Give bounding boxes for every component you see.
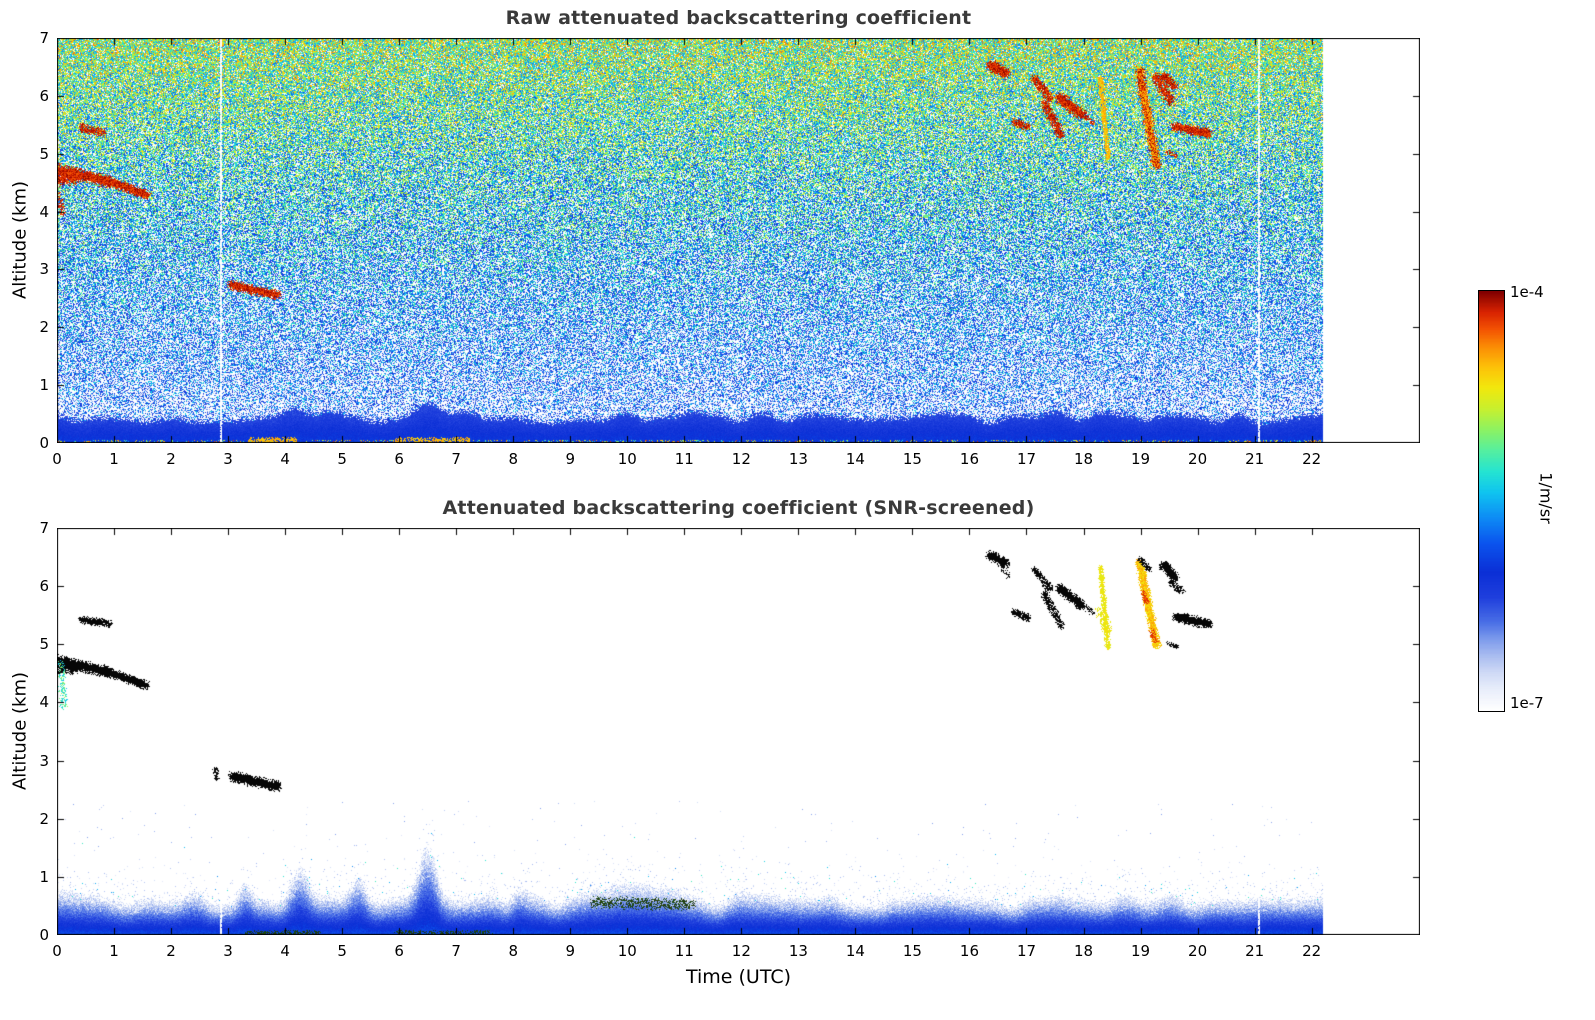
x-tick-label: 7	[451, 942, 461, 960]
x-tick-label: 19	[1131, 450, 1151, 468]
screened-panel-title: Attenuated backscattering coefficient (S…	[442, 497, 1035, 519]
x-tick-label: 8	[508, 942, 518, 960]
x-tick-label: 21	[1245, 942, 1265, 960]
x-tick-label: 16	[959, 450, 979, 468]
y-tick-label: 0	[39, 434, 49, 452]
x-tick-label: 22	[1302, 450, 1322, 468]
x-tick-label: 14	[845, 450, 865, 468]
y-tick-label: 6	[39, 86, 49, 105]
x-axis-label: Time (UTC)	[685, 966, 792, 988]
y-tick-label: 2	[39, 318, 49, 337]
y-tick-label: 4	[39, 693, 49, 712]
x-tick-label: 11	[674, 942, 694, 960]
x-tick-label: 5	[337, 942, 347, 960]
y-tick-label: 7	[39, 29, 49, 47]
x-tick-label: 3	[223, 450, 233, 468]
x-tick-label: 17	[1016, 450, 1037, 468]
x-tick-label: 12	[731, 450, 751, 468]
x-tick-label: 18	[1073, 942, 1094, 960]
x-tick-label: 9	[565, 942, 576, 960]
raw-backscatter-heatmap	[57, 38, 1420, 443]
x-tick-label: 16	[959, 942, 979, 960]
x-tick-label: 10	[617, 450, 637, 468]
x-tick-label: 7	[451, 450, 461, 468]
x-tick-label: 13	[788, 450, 808, 468]
x-tick-label: 5	[337, 450, 347, 468]
y-tick-label: 7	[39, 519, 49, 537]
x-tick-label: 10	[617, 942, 637, 960]
raw-panel-title: Raw attenuated backscattering coefficien…	[505, 7, 972, 29]
x-tick-label: 19	[1131, 942, 1151, 960]
x-tick-label: 3	[223, 942, 233, 960]
screened-y-axis-label: Altitude (km)	[9, 671, 31, 791]
x-tick-label: 2	[166, 450, 176, 468]
x-tick-label: 1	[109, 942, 119, 960]
y-tick-label: 5	[39, 144, 49, 163]
raw-y-axis-label: Altitude (km)	[9, 180, 31, 300]
y-tick-label: 3	[39, 260, 49, 279]
x-tick-label: 9	[565, 450, 576, 468]
colorbar	[1478, 290, 1505, 712]
x-tick-label: 8	[508, 450, 518, 468]
x-tick-label: 1	[109, 450, 119, 468]
y-tick-label: 1	[39, 376, 49, 395]
y-tick-label: 1	[39, 867, 49, 886]
x-tick-label: 2	[166, 942, 176, 960]
y-tick-label: 5	[39, 635, 49, 654]
x-tick-label: 0	[52, 942, 62, 960]
x-tick-label: 6	[394, 942, 404, 960]
x-tick-label: 11	[674, 450, 694, 468]
x-tick-label: 12	[731, 942, 751, 960]
x-tick-label: 21	[1245, 450, 1265, 468]
y-tick-label: 2	[39, 809, 49, 828]
screened-backscatter-heatmap	[57, 528, 1420, 935]
x-tick-label: 20	[1188, 450, 1208, 468]
y-tick-label: 3	[39, 751, 49, 770]
colorbar-max-label: 1e-4	[1510, 283, 1544, 301]
colorbar-min-label: 1e-7	[1510, 694, 1544, 712]
x-tick-label: 17	[1016, 942, 1037, 960]
x-tick-label: 4	[280, 942, 290, 960]
x-tick-label: 0	[52, 450, 62, 468]
x-tick-label: 4	[280, 450, 290, 468]
y-tick-label: 0	[39, 926, 49, 944]
x-tick-label: 6	[394, 450, 404, 468]
x-tick-label: 14	[845, 942, 865, 960]
y-tick-label: 4	[39, 202, 49, 221]
colorbar-unit-label: 1/m/sr	[1536, 472, 1556, 524]
x-tick-label: 18	[1073, 450, 1094, 468]
x-tick-label: 15	[902, 942, 922, 960]
x-tick-label: 15	[902, 450, 922, 468]
x-tick-label: 22	[1302, 942, 1322, 960]
y-tick-label: 6	[39, 577, 49, 596]
x-tick-label: 13	[788, 942, 808, 960]
colorbar-gradient	[1479, 291, 1504, 711]
x-tick-label: 20	[1188, 942, 1208, 960]
